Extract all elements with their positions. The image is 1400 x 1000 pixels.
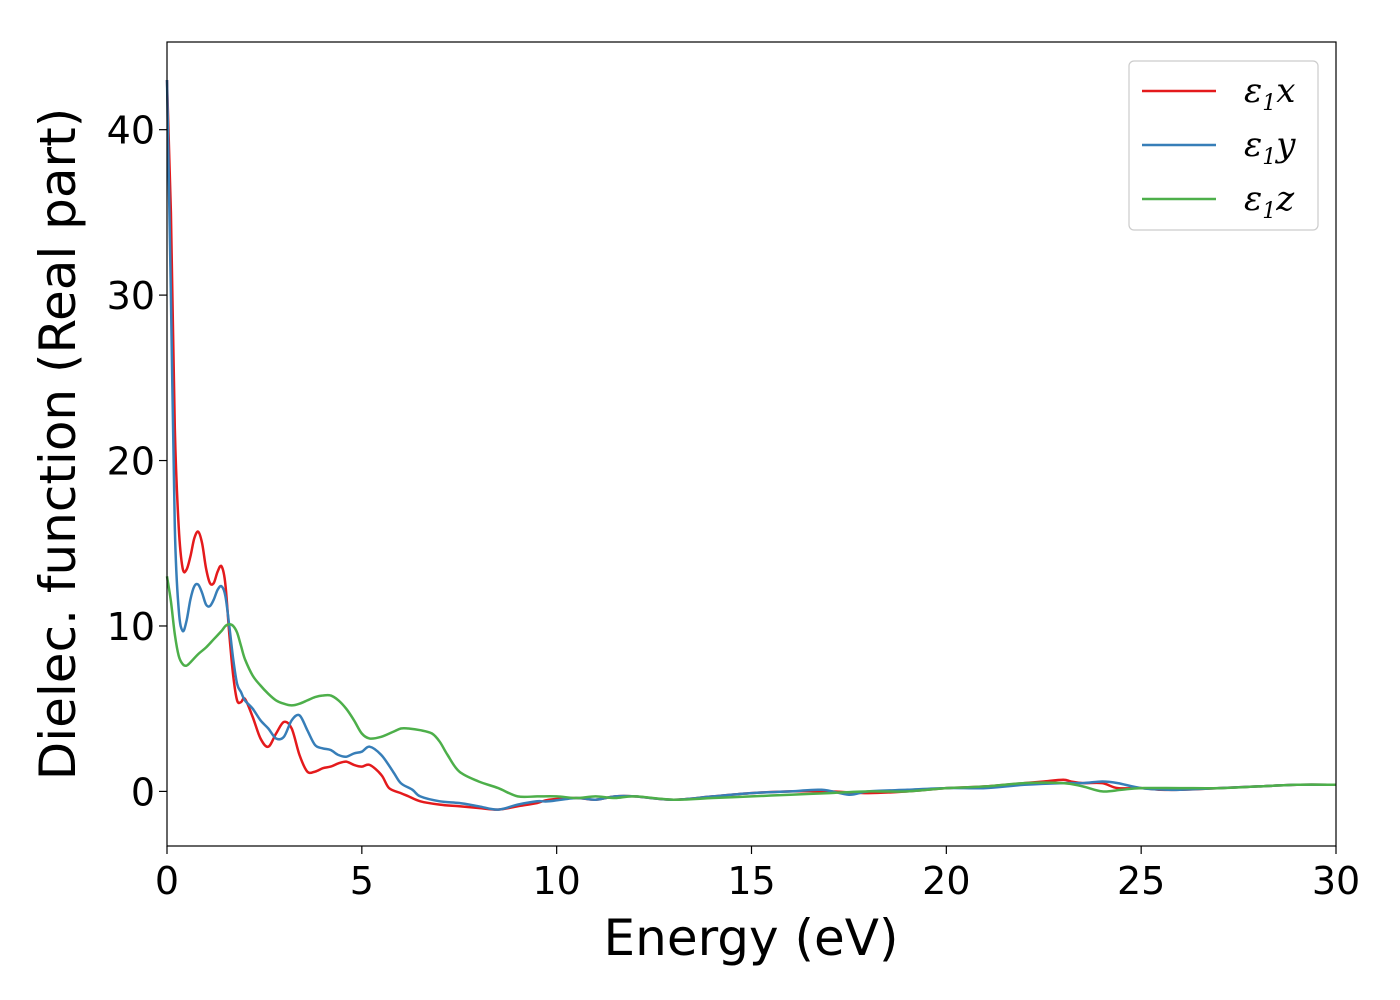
x-tick-label: 25 [1117, 859, 1165, 903]
legend: ε1x ε1y ε1z [1128, 60, 1319, 231]
series-lines [165, 79, 1337, 811]
legend-box [1128, 60, 1319, 231]
y-tick-label: 10 [107, 605, 155, 649]
y-axis-ticks: 0 10 20 30 40 [107, 109, 167, 814]
y-tick-label: 0 [131, 770, 155, 814]
x-tick-label: 15 [727, 859, 775, 903]
x-tick-label: 5 [350, 859, 374, 903]
x-tick-label: 20 [922, 859, 970, 903]
y-axis-title: Dielec. function (Real part) [29, 108, 87, 780]
y-tick-label: 30 [107, 274, 155, 318]
series-line-z [165, 576, 1337, 801]
x-axis-ticks: 0 5 10 15 20 25 30 [155, 846, 1360, 903]
x-axis-title: Energy (eV) [604, 909, 899, 967]
y-tick-label: 40 [107, 109, 155, 153]
y-tick-label: 20 [107, 440, 155, 484]
legend-label-y: ε1y [1244, 125, 1296, 170]
x-tick-label: 30 [1312, 859, 1360, 903]
legend-label-z: ε1z [1244, 179, 1295, 224]
x-tick-label: 0 [155, 859, 179, 903]
legend-label-x: ε1x [1244, 71, 1295, 116]
x-tick-label: 10 [532, 859, 580, 903]
